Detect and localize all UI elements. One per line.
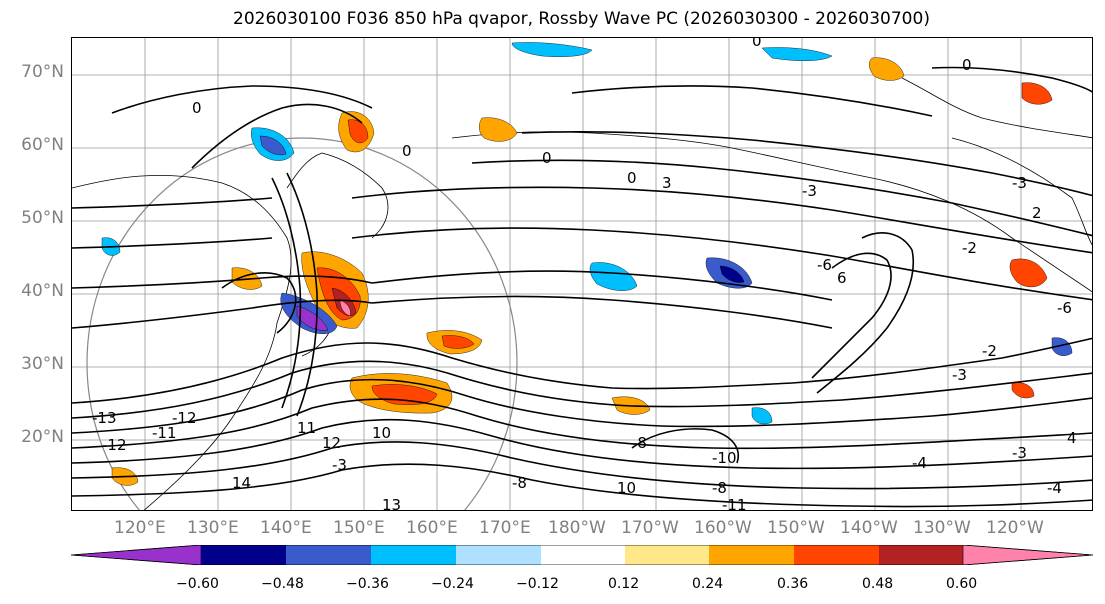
contour-label: 0 bbox=[402, 142, 412, 160]
lon-label-130e: 130°E bbox=[187, 518, 239, 538]
colorbar-swatch-5 bbox=[541, 545, 625, 565]
contour-label: 0 bbox=[192, 99, 202, 117]
lon-label-120e: 120°E bbox=[114, 518, 166, 538]
contour-label: -3 bbox=[952, 366, 967, 384]
lat-label-70n: 70°N bbox=[21, 62, 64, 82]
contour-label: -4 bbox=[912, 454, 927, 472]
lon-label-150w: 150°W bbox=[767, 518, 825, 538]
contour-label: 0 bbox=[752, 38, 762, 50]
contour-label: -3 bbox=[1012, 174, 1027, 192]
contour-label: 0 bbox=[627, 169, 637, 187]
map-title: 2026030100 F036 850 hPa qvapor, Rossby W… bbox=[233, 9, 930, 29]
colorbar-swatch-10 bbox=[962, 544, 1094, 566]
colorbar-swatch-4 bbox=[456, 545, 541, 565]
colorbar-swatch-9 bbox=[879, 545, 963, 565]
coastlines bbox=[72, 77, 1092, 510]
contour-label: -8 bbox=[512, 474, 527, 492]
lat-label-50n: 50°N bbox=[21, 208, 64, 228]
lat-label-60n: 60°N bbox=[21, 135, 64, 155]
lon-label-150e: 150°E bbox=[333, 518, 385, 538]
contour-label: -6 bbox=[1057, 299, 1072, 317]
lat-label-30n: 30°N bbox=[21, 354, 64, 374]
contour-label: -11 bbox=[152, 424, 177, 442]
contour-label: 2 bbox=[1032, 204, 1042, 222]
contour-label: -3 bbox=[802, 182, 817, 200]
contour-label: 13 bbox=[382, 496, 401, 511]
colorbar-swatch-1 bbox=[201, 545, 286, 565]
contour-label: 0 bbox=[542, 149, 552, 167]
contour-label: 10 bbox=[372, 424, 391, 442]
contour-label: 6 bbox=[837, 269, 847, 287]
colorbar-tick: −0.36 bbox=[346, 576, 389, 592]
lon-label-180w: 180°W bbox=[548, 518, 606, 538]
contour-label: 4 bbox=[1067, 429, 1077, 447]
contour-label: -3 bbox=[332, 456, 347, 474]
contour-label: -8 bbox=[712, 479, 727, 497]
rossby-wave-circle bbox=[86, 137, 518, 510]
contour-label: -11 bbox=[722, 496, 747, 511]
contour-label: -8 bbox=[632, 434, 647, 452]
colorbar-tick: 0.48 bbox=[862, 576, 894, 592]
contour-label: 11 bbox=[297, 419, 316, 437]
colorbar-svg bbox=[70, 544, 1094, 566]
contour-label: 14 bbox=[232, 474, 251, 492]
colorbar-tick: −0.12 bbox=[516, 576, 559, 592]
contour-label: 12 bbox=[322, 434, 341, 452]
gridlines bbox=[72, 38, 1092, 510]
contour-label: -10 bbox=[712, 449, 737, 467]
colorbar bbox=[70, 544, 1094, 566]
contour-lines bbox=[72, 66, 1092, 508]
shaded-anomalies bbox=[101, 42, 1073, 486]
lon-label-170w: 170°W bbox=[621, 518, 679, 538]
colorbar-swatch-7 bbox=[709, 545, 794, 565]
lon-label-140e: 140°E bbox=[260, 518, 312, 538]
contour-label: -12 bbox=[102, 436, 127, 454]
colorbar-swatch-3 bbox=[371, 545, 456, 565]
lon-label-140w: 140°W bbox=[840, 518, 898, 538]
colorbar-tick: −0.60 bbox=[176, 576, 219, 592]
colorbar-tick: −0.48 bbox=[261, 576, 304, 592]
contour-label: -3 bbox=[1012, 444, 1027, 462]
colorbar-tick: 0.60 bbox=[946, 576, 978, 592]
contour-label: -13 bbox=[92, 409, 117, 427]
contour-label: -2 bbox=[982, 342, 997, 360]
colorbar-swatch-8 bbox=[794, 545, 879, 565]
colorbar-tick: 0.12 bbox=[608, 576, 640, 592]
colorbar-swatch-2 bbox=[286, 545, 371, 565]
contour-label: -6 bbox=[817, 256, 832, 274]
contour-labels: 0 0 0 0 0 0 -3 -3 -2 -2 2 -6 6 -6 -3 3 -… bbox=[92, 38, 1077, 511]
contour-label: 10 bbox=[617, 479, 636, 497]
lon-label-120w: 120°W bbox=[986, 518, 1044, 538]
colorbar-tick: 0.36 bbox=[777, 576, 809, 592]
contour-label: -2 bbox=[962, 239, 977, 257]
lat-label-20n: 20°N bbox=[21, 427, 64, 447]
colorbar-swatch-6 bbox=[625, 545, 709, 565]
contour-label: -4 bbox=[1047, 479, 1062, 497]
lon-label-160e: 160°E bbox=[406, 518, 458, 538]
lon-label-170e: 170°E bbox=[479, 518, 531, 538]
colorbar-tick: 0.24 bbox=[692, 576, 724, 592]
contour-label: 0 bbox=[962, 56, 972, 74]
colorbar-swatch-0 bbox=[70, 544, 202, 566]
contour-label: 3 bbox=[662, 174, 672, 192]
lon-label-130w: 130°W bbox=[913, 518, 971, 538]
lon-label-160w: 160°W bbox=[694, 518, 752, 538]
map-panel[interactable]: 0 0 0 0 0 0 -3 -3 -2 -2 2 -6 6 -6 -3 3 -… bbox=[71, 37, 1093, 511]
colorbar-tick: −0.24 bbox=[431, 576, 474, 592]
map-canvas: 0 0 0 0 0 0 -3 -3 -2 -2 2 -6 6 -6 -3 3 -… bbox=[72, 38, 1092, 511]
contour-label: -12 bbox=[172, 409, 197, 427]
lat-label-40n: 40°N bbox=[21, 281, 64, 301]
